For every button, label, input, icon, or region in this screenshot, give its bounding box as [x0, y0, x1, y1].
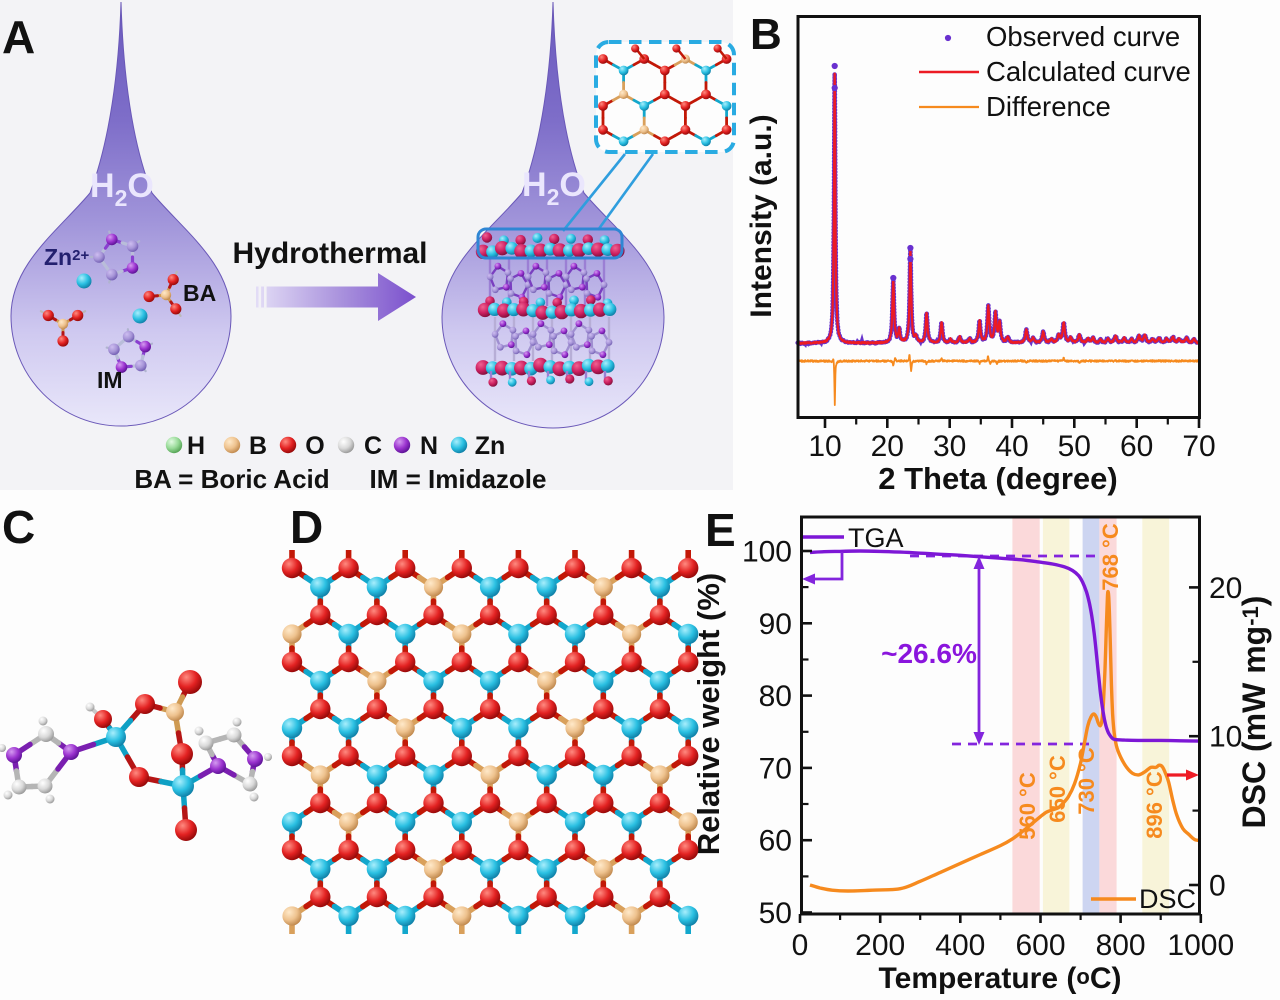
svg-text:Zn: Zn — [475, 432, 506, 460]
svg-text:H: H — [187, 432, 205, 460]
svg-text:650 °C: 650 °C — [1045, 755, 1070, 823]
svg-text:10: 10 — [1209, 721, 1242, 754]
svg-text:C: C — [2, 501, 35, 553]
svg-text:O: O — [305, 432, 324, 460]
svg-text:0: 0 — [792, 929, 809, 962]
svg-text:100: 100 — [742, 536, 792, 569]
svg-text:90: 90 — [759, 608, 792, 641]
svg-text:730 °C: 730 °C — [1074, 747, 1099, 815]
svg-text:2 Theta (degree): 2 Theta (degree) — [878, 461, 1117, 496]
svg-text:DSC: DSC — [1139, 884, 1196, 914]
svg-text:A: A — [2, 11, 35, 63]
svg-text:D: D — [290, 501, 323, 553]
svg-text:70: 70 — [759, 752, 792, 785]
svg-text:B: B — [249, 432, 267, 460]
svg-text:Hydrothermal: Hydrothermal — [232, 237, 427, 270]
svg-text:600: 600 — [1015, 929, 1065, 962]
svg-text:Relative weight (%): Relative weight (%) — [691, 573, 726, 856]
svg-text:20: 20 — [871, 430, 904, 463]
svg-text:Observed curve: Observed curve — [986, 21, 1180, 52]
svg-text:40: 40 — [995, 430, 1028, 463]
svg-text:~26.6%: ~26.6% — [881, 638, 977, 669]
svg-text:DSC (mW mg-1): DSC (mW mg-1) — [1236, 596, 1272, 829]
svg-text:400: 400 — [935, 929, 985, 962]
svg-text:B: B — [750, 10, 782, 59]
svg-text:IM = Imidazole: IM = Imidazole — [370, 464, 547, 494]
svg-text:H2O: H2O — [90, 167, 154, 211]
svg-text:560 °C: 560 °C — [1015, 772, 1040, 840]
svg-text:C: C — [364, 432, 382, 460]
svg-text:0: 0 — [1209, 870, 1226, 903]
svg-text:Intensity (a.u.): Intensity (a.u.) — [745, 114, 778, 317]
svg-text:20: 20 — [1209, 572, 1242, 605]
svg-text:1000: 1000 — [1167, 929, 1234, 962]
svg-text:60: 60 — [759, 825, 792, 858]
svg-text:N: N — [420, 432, 438, 460]
svg-text:70: 70 — [1182, 430, 1215, 463]
svg-text:50: 50 — [759, 897, 792, 930]
svg-text:80: 80 — [759, 680, 792, 713]
svg-text:BA: BA — [183, 280, 216, 306]
svg-text:800: 800 — [1096, 929, 1146, 962]
svg-text:10: 10 — [808, 430, 841, 463]
svg-text:768 °C: 768 °C — [1098, 523, 1123, 591]
svg-text:30: 30 — [933, 430, 966, 463]
svg-text:896 °C: 896 °C — [1142, 771, 1167, 839]
svg-text:Calculated curve: Calculated curve — [986, 56, 1191, 87]
svg-text:Zn2+: Zn2+ — [44, 244, 89, 270]
svg-text:60: 60 — [1120, 430, 1153, 463]
svg-text:50: 50 — [1058, 430, 1091, 463]
svg-text:Difference: Difference — [986, 91, 1111, 122]
svg-text:200: 200 — [855, 929, 905, 962]
svg-text:E: E — [705, 504, 736, 556]
svg-text:BA = Boric Acid: BA = Boric Acid — [134, 464, 329, 494]
svg-text:TGA: TGA — [848, 523, 904, 553]
svg-text:IM: IM — [97, 367, 123, 393]
